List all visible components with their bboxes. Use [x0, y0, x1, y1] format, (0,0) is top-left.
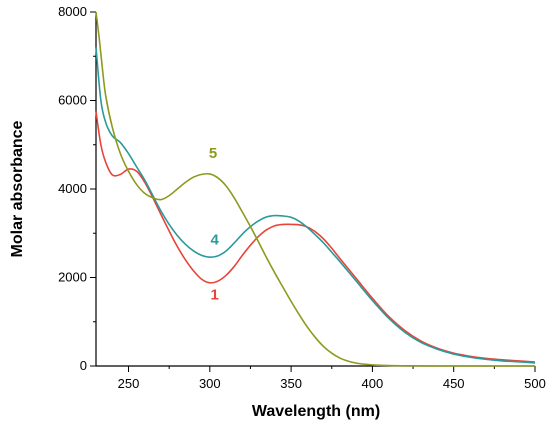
y-tick-label: 4000: [58, 181, 87, 196]
y-axis-title: Molar absorbance: [9, 120, 26, 257]
y-tick-label: 8000: [58, 4, 87, 19]
y-tick-label: 2000: [58, 270, 87, 285]
x-tick-label: 300: [199, 376, 221, 391]
y-tick-label: 0: [80, 358, 87, 373]
x-tick-label: 450: [443, 376, 465, 391]
series-label-1: 1: [211, 287, 219, 304]
y-tick-label: 6000: [58, 93, 87, 108]
annotation-layer: 5 4 1: [209, 145, 220, 304]
series-label-4: 4: [211, 231, 220, 248]
x-tick-label: 250: [118, 376, 140, 391]
series-line-5: [95, 11, 535, 367]
series-line-1: [95, 111, 536, 363]
series-layer: [95, 11, 536, 367]
series-line-4: [95, 47, 536, 364]
x-tick-label: 350: [280, 376, 302, 391]
series-label-5: 5: [209, 145, 217, 162]
x-axis-title: Wavelength (nm): [252, 403, 380, 420]
axes: 0 2000 4000 6000 8000 250 300 350 400 450 500: [58, 4, 546, 391]
x-tick-label: 400: [362, 376, 384, 391]
x-tick-label: 500: [524, 376, 546, 391]
